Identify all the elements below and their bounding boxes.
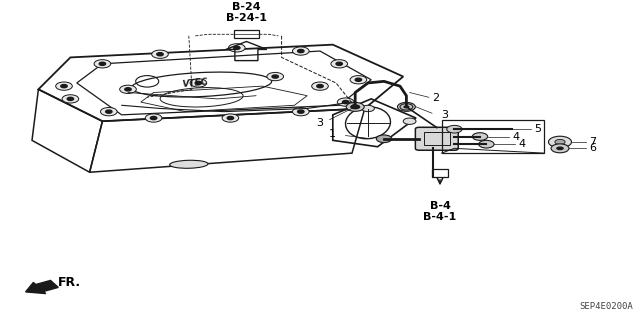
Circle shape (292, 47, 309, 55)
Circle shape (292, 108, 309, 116)
Circle shape (298, 49, 304, 53)
Text: 3: 3 (442, 110, 449, 120)
Circle shape (67, 97, 74, 100)
Circle shape (56, 82, 72, 90)
Text: 5: 5 (534, 124, 541, 134)
Circle shape (447, 125, 462, 133)
Text: 7: 7 (589, 137, 596, 147)
Text: 4: 4 (512, 131, 519, 142)
Text: 3: 3 (317, 118, 323, 128)
FancyBboxPatch shape (415, 127, 458, 150)
Circle shape (403, 105, 410, 108)
Text: SEP4E0200A: SEP4E0200A (580, 302, 634, 311)
Circle shape (312, 82, 328, 90)
Text: 2: 2 (432, 93, 439, 103)
Text: 4: 4 (518, 139, 525, 149)
Circle shape (234, 46, 240, 49)
Circle shape (548, 136, 572, 148)
Bar (424, 132, 450, 145)
Circle shape (346, 102, 364, 111)
Circle shape (479, 140, 494, 148)
Circle shape (555, 139, 565, 145)
Circle shape (157, 53, 163, 56)
Circle shape (403, 118, 416, 124)
Ellipse shape (170, 160, 208, 168)
Text: VTEC: VTEC (182, 77, 209, 89)
Circle shape (472, 133, 488, 140)
Circle shape (400, 104, 413, 110)
Circle shape (551, 144, 569, 153)
Circle shape (336, 62, 342, 65)
Circle shape (556, 146, 564, 150)
Circle shape (227, 116, 234, 120)
Circle shape (228, 44, 245, 52)
Circle shape (150, 116, 157, 120)
Circle shape (350, 76, 367, 84)
Circle shape (376, 135, 392, 143)
Circle shape (190, 79, 207, 87)
Circle shape (120, 85, 136, 93)
Text: FR.: FR. (58, 276, 81, 289)
Bar (234, 30, 259, 38)
Circle shape (222, 114, 239, 122)
Text: 6: 6 (589, 143, 596, 153)
Circle shape (99, 62, 106, 65)
Circle shape (337, 98, 354, 106)
Circle shape (267, 72, 284, 81)
Text: B-4
B-4-1: B-4 B-4-1 (424, 201, 456, 222)
Circle shape (106, 110, 112, 113)
Circle shape (195, 81, 202, 85)
Circle shape (342, 100, 349, 104)
Circle shape (61, 85, 67, 88)
Circle shape (317, 85, 323, 88)
Text: B-24
B-24-1: B-24 B-24-1 (226, 2, 267, 23)
Circle shape (62, 95, 79, 103)
Circle shape (362, 105, 374, 112)
Circle shape (152, 50, 168, 58)
Circle shape (272, 75, 278, 78)
Circle shape (125, 88, 131, 91)
Circle shape (331, 60, 348, 68)
Circle shape (355, 78, 362, 81)
Circle shape (94, 60, 111, 68)
Circle shape (145, 114, 162, 122)
Circle shape (350, 104, 360, 109)
Circle shape (397, 102, 415, 111)
Circle shape (100, 108, 117, 116)
Circle shape (298, 110, 304, 113)
Bar (432, 169, 448, 177)
FancyArrow shape (26, 280, 58, 293)
Text: 1: 1 (329, 129, 336, 139)
